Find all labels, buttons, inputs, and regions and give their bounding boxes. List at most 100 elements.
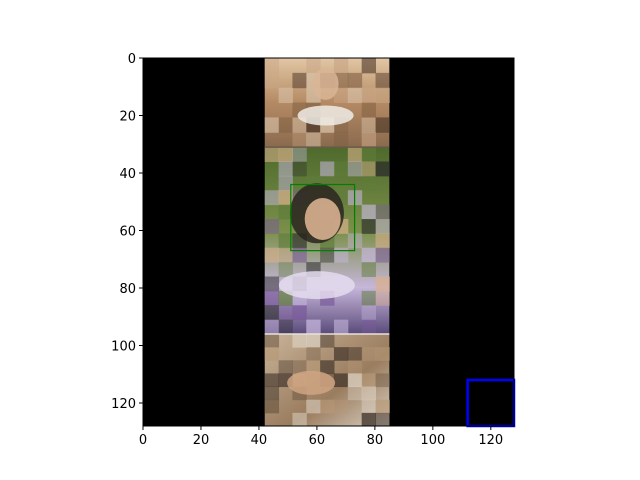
x-tick-label: 20 [193, 433, 210, 448]
girl-photo-block [333, 247, 349, 263]
girl-photo-block [278, 319, 293, 335]
hands-photo-block [292, 334, 307, 348]
y-tick-label: 20 [119, 110, 136, 125]
girl-photo-block [320, 247, 335, 263]
girl-photo-block [375, 290, 390, 306]
man-photo-block [347, 72, 363, 89]
hands-photo-block [264, 347, 280, 361]
hands-skin [287, 370, 336, 395]
girl-photo-block [264, 147, 280, 162]
girl-photo-block [292, 161, 307, 177]
hands-photo-block [333, 373, 349, 388]
x-tick-label: 0 [139, 433, 147, 448]
man-photo-block [375, 117, 390, 133]
hands-photo-block [361, 386, 377, 401]
hands-photo-block [278, 360, 293, 374]
girl-photo-block [264, 290, 280, 306]
girl-photo-block [278, 247, 293, 263]
man-photo-block [264, 72, 280, 89]
girl-photo-block [361, 290, 377, 306]
man-photo-block [278, 117, 293, 133]
man-photo-block [361, 117, 377, 133]
hands-photo-block [375, 399, 390, 414]
man-photo-block [375, 72, 390, 89]
girl-photo-block [264, 319, 280, 335]
girl-sweater [278, 271, 355, 300]
hands-photo-block [306, 334, 321, 348]
man-photo-block [292, 132, 307, 148]
girl-photo-block [375, 161, 390, 177]
hands-photo-block [347, 386, 363, 401]
hands-photo-block [361, 412, 377, 427]
hands-photo-block [347, 360, 363, 374]
girl-photo-block [361, 204, 377, 220]
man-face [312, 67, 339, 100]
x-axis: 0 20 40 60 80 100 120 [139, 426, 503, 448]
girl-photo-block [278, 147, 293, 162]
hands-photo-block [361, 347, 377, 361]
girl-photo-block [264, 190, 280, 206]
girl-photo-block [347, 161, 363, 177]
girl-photo-block [361, 262, 377, 277]
hands-photo-block [292, 412, 307, 427]
man-photo-block [264, 58, 280, 74]
y-axis: 0 20 40 60 80 100 120 [111, 52, 143, 412]
girl-photo-block [278, 161, 293, 177]
hands-photo-block [320, 334, 335, 348]
girl-photo-block [292, 305, 307, 321]
hands-photo-block [361, 399, 377, 414]
girl-photo-block [306, 319, 321, 335]
man-photo-block [306, 132, 321, 148]
man-photo-block [333, 58, 349, 74]
man-photo-block [347, 87, 363, 104]
hands-photo-block [320, 360, 335, 374]
hands-photo-block [264, 399, 280, 414]
girl-photo-block [333, 161, 349, 177]
plot-area [142, 57, 516, 428]
girl-photo-block [264, 276, 280, 292]
girl-face [304, 198, 341, 240]
hands-photo-block [306, 347, 321, 361]
y-tick-label: 0 [128, 52, 136, 67]
y-tick-label: 80 [119, 282, 136, 297]
man-photo-block [278, 87, 293, 104]
hands-photo-block [306, 360, 321, 374]
man-photo-block [306, 58, 321, 74]
girl-photo-block [361, 219, 377, 234]
girl-photo-block [361, 147, 377, 162]
y-tick-label: 40 [119, 167, 136, 182]
hands-photo-block [264, 334, 280, 348]
girl-photo-block [292, 147, 307, 162]
hands-photo-block [333, 399, 349, 414]
girl-photo [264, 147, 390, 335]
girl-photo-block [264, 219, 280, 234]
girl-photo-block [278, 204, 293, 220]
girl-photo-block [347, 147, 363, 162]
hands-photo-block [347, 347, 363, 361]
girl-photo-block [375, 247, 390, 263]
man-photo-block [361, 132, 377, 148]
girl-photo-block [361, 305, 377, 321]
girl-photo-block [264, 247, 280, 263]
girl-photo-block [361, 247, 377, 263]
man-photo-block [333, 87, 349, 104]
girl-photo-block [278, 305, 293, 321]
girl-photo-block [278, 190, 293, 206]
x-tick-label: 120 [478, 433, 503, 448]
y-tick-label: 100 [111, 340, 136, 355]
x-tick-label: 40 [251, 433, 268, 448]
girl-photo-block [292, 247, 307, 263]
girl-photo-block [320, 161, 335, 177]
girl-photo-block [361, 161, 377, 177]
girl-photo-block [278, 175, 293, 191]
hands-photo-block [375, 412, 390, 427]
man-shirt [297, 105, 354, 126]
hands-photo-block [306, 399, 321, 414]
man-photo [264, 58, 390, 148]
man-photo-block [264, 117, 280, 133]
girl-photo-block [264, 305, 280, 321]
girl-photo-block [375, 204, 390, 220]
girl-photo-block [361, 175, 377, 191]
x-tick-label: 80 [367, 433, 384, 448]
